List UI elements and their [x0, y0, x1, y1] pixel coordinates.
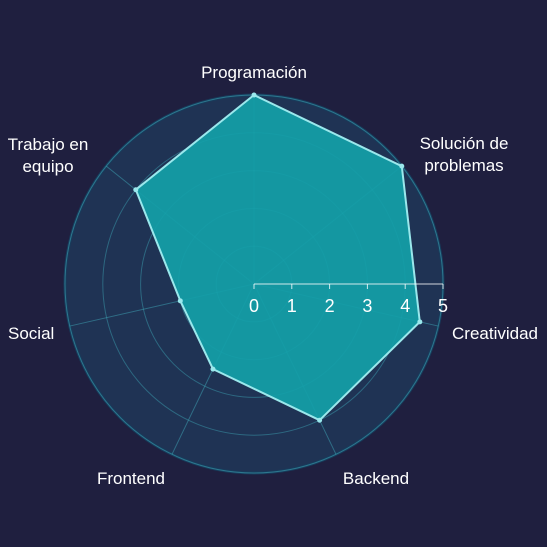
category-label-line: Backend: [343, 469, 409, 488]
category-label-line: Solución de: [420, 134, 509, 153]
data-point-4: [210, 366, 216, 372]
category-label-line: Social: [8, 324, 54, 343]
category-label-line: Creatividad: [452, 324, 538, 343]
category-label-line: Frontend: [97, 469, 165, 488]
data-point-1: [399, 163, 405, 169]
tick-label-3: 3: [362, 296, 372, 316]
tick-label-4: 4: [400, 296, 410, 316]
category-label-5: Social: [8, 324, 54, 343]
tick-label-2: 2: [325, 296, 335, 316]
series-area: [134, 94, 421, 422]
category-label-3: Backend: [343, 469, 409, 488]
category-label-2: Creatividad: [452, 324, 538, 343]
data-point-3: [317, 417, 323, 423]
data-point-0: [251, 92, 257, 98]
data-point-6: [133, 187, 139, 193]
category-label-line: equipo: [22, 157, 73, 176]
data-point-5: [177, 298, 183, 304]
tick-label-0: 0: [249, 296, 259, 316]
category-label-0: Programación: [201, 63, 307, 82]
category-label-1: Solución de problemas: [420, 134, 509, 175]
category-label-line: Programación: [201, 63, 307, 82]
category-label-line: problemas: [424, 156, 503, 175]
category-label-4: Frontend: [97, 469, 165, 488]
tick-label-1: 1: [287, 296, 297, 316]
data-point-2: [417, 319, 423, 325]
tick-label-5: 5: [438, 296, 448, 316]
category-label-6: Trabajo en equipo: [8, 135, 89, 176]
category-label-line: Trabajo en: [8, 135, 89, 154]
